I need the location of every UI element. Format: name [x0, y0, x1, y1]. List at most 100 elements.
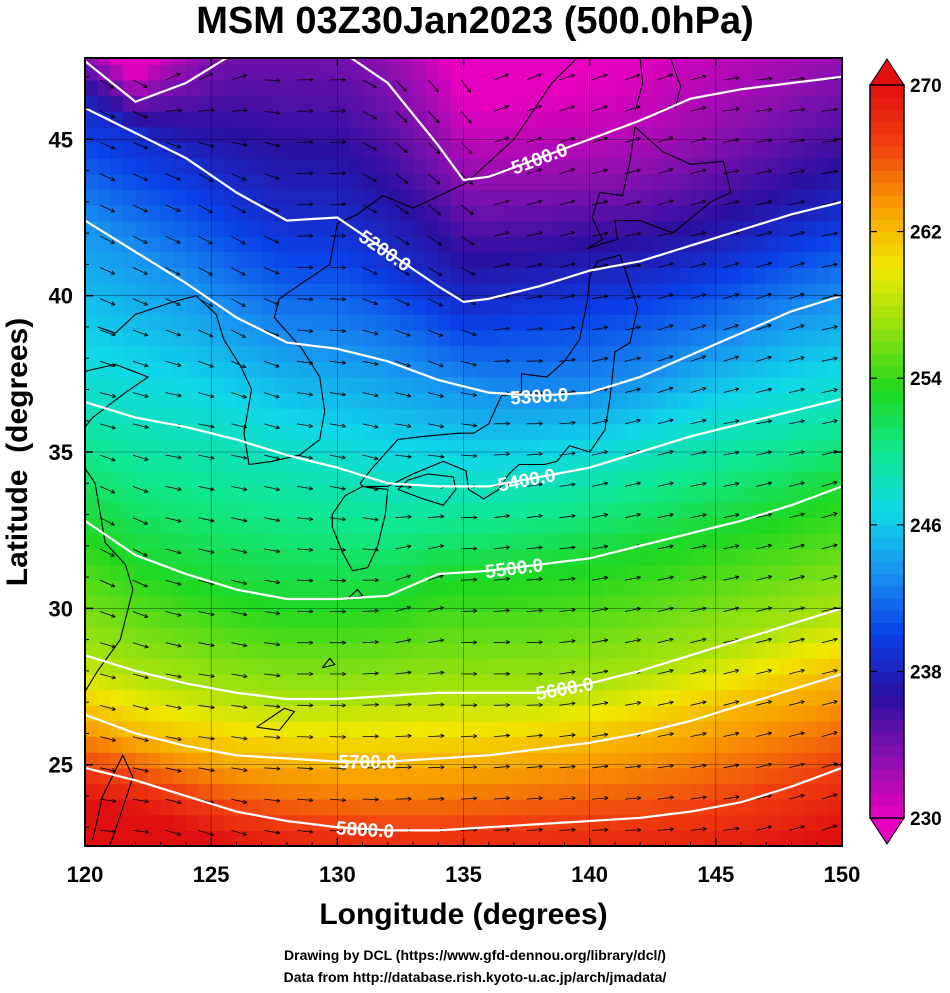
wind-arrow — [296, 736, 314, 738]
wind-arrow — [788, 544, 805, 550]
wind-arrow — [395, 606, 411, 612]
wind-arrow-head — [407, 733, 412, 739]
wind-arrow — [690, 419, 707, 425]
wind-arrow — [756, 669, 772, 675]
wind-arrow-head — [440, 765, 445, 770]
colorbar-segment — [870, 390, 904, 404]
wind-arrow — [362, 204, 377, 214]
wind-arrow-head — [110, 176, 116, 181]
wind-arrow-head — [472, 332, 477, 336]
wind-arrow — [132, 517, 148, 525]
wind-arrow-head — [505, 262, 510, 267]
wind-arrow — [624, 264, 641, 268]
wind-arrow — [132, 611, 149, 618]
wind-arrow — [264, 548, 280, 553]
wind-arrow-head — [767, 355, 772, 360]
wind-arrow-head — [504, 136, 510, 141]
coastline — [359, 254, 639, 500]
wind-arrow-head — [176, 176, 181, 181]
wind-arrow — [362, 79, 377, 88]
colorbar-tick-label: 238 — [910, 662, 942, 683]
wind-arrow — [99, 611, 116, 618]
wind-arrow — [165, 329, 181, 336]
colorbar-segment — [870, 329, 904, 342]
wind-arrow — [264, 360, 280, 368]
wind-arrow — [493, 295, 510, 300]
contour-label: 5700.0 — [339, 753, 397, 774]
wind-arrow — [690, 828, 707, 831]
wind-arrow-head — [342, 640, 346, 645]
wind-arrow — [99, 235, 115, 244]
contour-line — [85, 397, 842, 488]
wind-arrow — [592, 137, 608, 143]
wind-arrow-head — [276, 78, 281, 83]
wind-arrow — [821, 139, 838, 143]
colorbar-segment — [870, 268, 904, 281]
wind-arrow — [165, 486, 182, 491]
wind-arrow — [756, 544, 772, 550]
wind-arrow — [264, 454, 280, 460]
wind-arrow-head — [702, 231, 707, 236]
wind-arrow — [657, 765, 674, 769]
wind-arrow-head — [374, 608, 379, 613]
wind-arrow — [99, 704, 116, 711]
wind-arrow-head — [636, 481, 641, 486]
colorbar-segment — [870, 732, 904, 746]
wind-arrow-head — [242, 364, 247, 369]
wind-arrow-head — [735, 826, 740, 831]
wind-arrow — [296, 329, 313, 332]
wind-arrow-head — [242, 831, 247, 836]
wind-arrow — [395, 392, 411, 397]
wind-arrow-head — [668, 136, 674, 141]
wind-arrow-head — [439, 544, 445, 549]
wind-arrow — [165, 392, 182, 397]
wind-arrow-head — [538, 702, 543, 708]
wind-arrow — [526, 168, 543, 175]
wind-arrow — [559, 422, 576, 425]
y-tick-label: 30 — [49, 596, 73, 621]
wind-arrow-head — [603, 513, 609, 518]
wind-arrow — [592, 295, 608, 300]
wind-arrow-head — [241, 271, 246, 276]
wind-arrow-head — [505, 513, 510, 519]
coastline — [97, 58, 578, 466]
wind-arrow — [624, 201, 641, 206]
wind-arrow — [821, 263, 838, 268]
wind-arrow-head — [800, 200, 805, 205]
wind-arrow — [231, 329, 246, 338]
wind-arrow — [592, 482, 608, 487]
coastline — [669, 58, 682, 109]
wind-arrow-head — [571, 576, 576, 581]
wind-arrow-head — [833, 575, 838, 580]
wind-arrow — [821, 108, 838, 112]
wind-arrow-head — [603, 701, 609, 706]
colorbar-segment — [870, 427, 904, 440]
wind-arrow-head — [177, 486, 182, 492]
wind-arrow — [592, 765, 609, 769]
wind-arrow-head — [570, 199, 576, 204]
wind-arrow-head — [176, 332, 182, 337]
wind-arrow — [264, 486, 280, 491]
wind-arrow-head — [735, 513, 740, 518]
colorbar-segment — [870, 182, 904, 196]
contour-line — [85, 58, 842, 182]
wind-arrow — [198, 329, 214, 338]
wind-arrow — [428, 329, 444, 337]
wind-arrow — [526, 766, 543, 769]
wind-arrow — [264, 830, 280, 834]
wind-arrow — [821, 825, 838, 831]
colorbar-segment — [870, 195, 904, 208]
wind-arrow — [821, 544, 838, 550]
wind-arrow — [723, 388, 740, 393]
wind-arrow — [132, 267, 148, 275]
wind-arrow-head — [702, 418, 707, 423]
wind-arrow-head — [111, 457, 116, 462]
wind-arrow-head — [833, 700, 838, 705]
wind-arrow — [362, 267, 378, 275]
wind-arrow — [231, 517, 248, 522]
wind-arrow-head — [275, 487, 281, 492]
colorbar-under-arrow — [869, 817, 905, 845]
coastline — [586, 125, 732, 250]
wind-arrow — [526, 74, 542, 81]
wind-arrow-head — [467, 88, 472, 93]
